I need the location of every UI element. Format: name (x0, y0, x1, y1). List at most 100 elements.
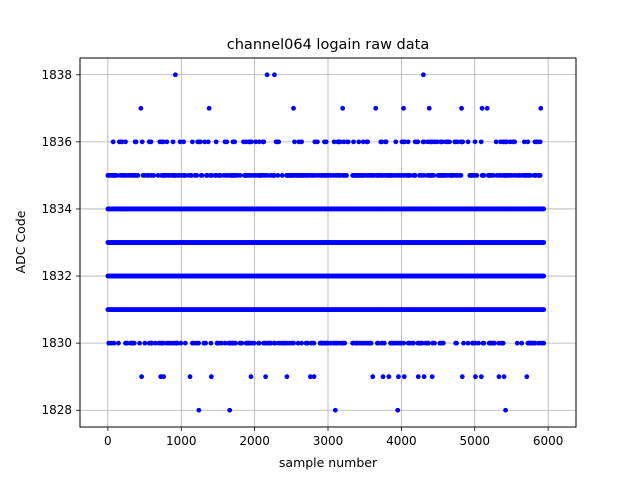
data-point (368, 340, 374, 346)
data-point (524, 374, 530, 380)
data-point (421, 139, 427, 145)
x-tick-label: 4000 (386, 434, 417, 448)
data-point (276, 139, 282, 145)
data-point (421, 374, 427, 380)
data-point (199, 173, 205, 178)
data-point (182, 173, 188, 178)
data-point (454, 340, 459, 346)
data-point (440, 139, 445, 145)
data-point (164, 139, 170, 145)
data-point (491, 173, 496, 178)
y-tick-label: 1832 (41, 269, 72, 283)
data-point (203, 340, 209, 346)
data-point (447, 139, 452, 145)
data-point (248, 374, 254, 380)
data-point (190, 139, 195, 145)
data-point (213, 139, 219, 145)
data-point (160, 139, 166, 145)
data-point (161, 374, 167, 380)
data-point (373, 105, 379, 111)
data-point (415, 374, 421, 380)
data-point (170, 139, 176, 145)
data-point (337, 139, 343, 145)
data-point (139, 374, 145, 380)
y-tick-label: 1834 (41, 202, 72, 216)
data-point (537, 139, 543, 145)
data-point (415, 139, 421, 145)
data-point (512, 139, 518, 145)
data-point (182, 340, 188, 346)
data-point (323, 139, 329, 145)
x-tick-label: 5000 (459, 434, 490, 448)
data-point (315, 139, 320, 145)
data-point (344, 173, 349, 178)
data-point (131, 340, 137, 346)
data-point (248, 139, 254, 145)
data-point (189, 173, 194, 178)
data-point (395, 407, 401, 413)
data-point (521, 139, 527, 145)
data-point (537, 173, 543, 178)
data-point (496, 374, 502, 380)
data-point (411, 340, 416, 346)
data-point (123, 139, 128, 145)
data-point (151, 173, 157, 178)
data-point (476, 340, 481, 346)
data-point (386, 374, 392, 380)
data-point (481, 340, 487, 346)
data-point (206, 105, 212, 111)
data-point (256, 139, 262, 145)
data-point (111, 340, 117, 346)
data-point (291, 340, 297, 346)
data-point (381, 340, 387, 346)
y-tick-label: 1830 (41, 336, 72, 350)
data-point (197, 139, 203, 145)
data-point (264, 173, 270, 178)
data-point (196, 407, 202, 413)
data-point (474, 173, 480, 178)
data-point (232, 139, 238, 145)
data-point (177, 139, 183, 145)
data-point (504, 139, 510, 145)
y-tick-label: 1838 (41, 68, 72, 82)
data-point (299, 340, 304, 346)
data-point (458, 173, 464, 178)
y-axis-label: ADC Code (13, 210, 28, 273)
data-point (135, 173, 141, 178)
data-point (208, 340, 214, 346)
data-point (532, 340, 538, 346)
data-point (538, 105, 544, 111)
x-tick-label: 6000 (533, 434, 564, 448)
data-point (479, 105, 485, 111)
data-point (541, 240, 547, 245)
data-point (239, 340, 245, 346)
data-point (187, 374, 193, 380)
data-point (501, 374, 507, 380)
data-point (379, 139, 385, 145)
data-point (178, 340, 184, 346)
data-point (295, 340, 301, 346)
data-point (160, 340, 166, 346)
data-point (114, 173, 120, 178)
data-point (484, 105, 490, 111)
data-point (340, 105, 346, 111)
data-point (375, 340, 381, 346)
data-point (401, 105, 406, 111)
data-point (432, 340, 437, 346)
data-point (209, 173, 215, 178)
data-point (365, 139, 371, 145)
data-point (478, 139, 484, 145)
data-point (311, 374, 317, 380)
data-point (345, 139, 351, 145)
data-point (331, 139, 337, 145)
data-point (268, 340, 274, 346)
data-point (137, 340, 142, 346)
data-point (275, 173, 281, 178)
data-point (356, 139, 362, 145)
data-point (272, 340, 278, 346)
data-point (205, 139, 211, 145)
data-point (264, 72, 270, 78)
y-tick-label: 1836 (41, 135, 72, 149)
